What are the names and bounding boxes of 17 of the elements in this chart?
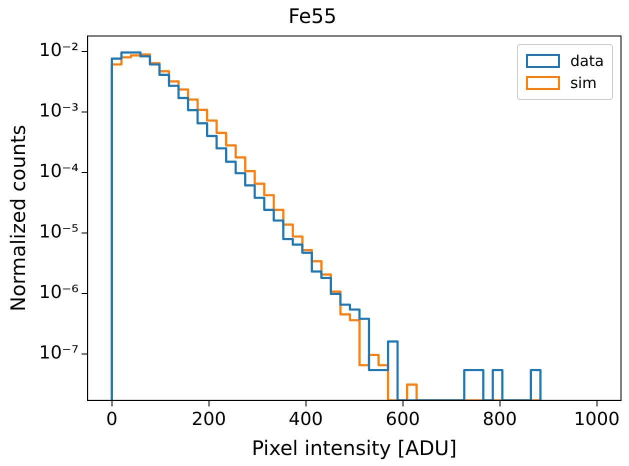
y-tick-label: 10⁻⁶ [38,282,79,304]
x-tick-label: 400 [288,408,323,430]
x-tick-label: 200 [192,408,226,430]
x-tick-label: 0 [106,408,118,430]
y-tick-label: 10⁻⁴ [38,161,79,182]
x-tick-label: 600 [386,408,420,430]
y-tick-label: 10⁻⁵ [38,222,79,243]
y-axis-title: Normalized counts [6,124,30,312]
legend-label: data [570,51,604,72]
y-tick-label: 10⁻² [38,40,79,62]
chart-title: Fe55 [288,4,337,28]
y-tick-label: 10⁻⁷ [38,342,79,364]
y-tick-label: 10⁻³ [38,100,79,122]
legend-label: sim [570,73,597,94]
x-axis-title: Pixel intensity [ADU] [252,436,457,460]
x-tick-label: 1000 [574,408,620,430]
x-tick-label: 800 [482,408,517,430]
